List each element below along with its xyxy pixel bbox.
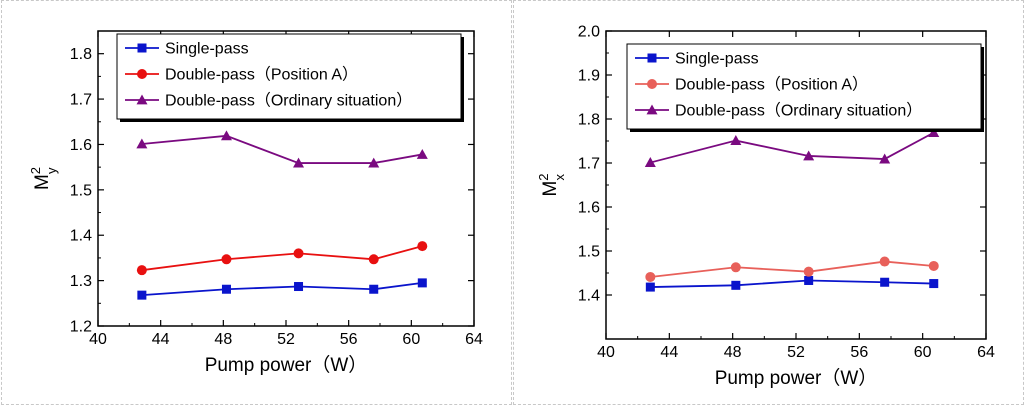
chart-m2x: 40 44 48 52 56 60 64 1.4 1.5 1.6 1.7 1.8 1.9 2.0 Pump … [536, 24, 995, 390]
chart2-x-tick-label: 48 [724, 344, 742, 361]
chart1-point-double-pass-ordinary-situation [416, 148, 428, 159]
chart2-line-single-pass [650, 279, 934, 288]
chart2-point-single-pass [804, 275, 814, 285]
chart2-point-single-pass [880, 277, 890, 287]
chart2-line-double-pass-position-a [650, 260, 934, 278]
chart1-x-axis-title: Pump power（W） [205, 354, 368, 376]
chart2-legend-marker-single-pass [647, 53, 657, 63]
chart1-y-tick-label: 1.3 [70, 273, 92, 290]
chart1-point-double-pass-position-a [221, 254, 232, 265]
chart1-line-double-pass-ordinary-situation [141, 134, 423, 164]
chart1-x-tick-label: 56 [340, 331, 358, 348]
chart2-point-single-pass [929, 279, 939, 289]
chart1-point-single-pass [369, 284, 379, 294]
chart1-line-single-pass [141, 281, 423, 297]
chart2-point-double-pass-position-a [645, 271, 656, 282]
chart2-point-single-pass [731, 280, 741, 290]
chart1-y-tick-label: 1.2 [70, 319, 92, 336]
chart1-point-double-pass-position-a [136, 265, 147, 276]
chart2-legend: Single-pass Double-pass（Position A） Double… [626, 43, 984, 132]
chart2-point-double-pass-ordinary-situation [879, 153, 891, 164]
chart2-series-double-pass-position-a [645, 256, 939, 282]
chart2-legend-label-double-pass-ordinary-situation: Double-pass（Ordinary situation） [675, 102, 922, 120]
chart2-legend-box [626, 43, 982, 130]
chart2-point-double-pass-position-a [928, 260, 939, 271]
chart1-point-single-pass [221, 284, 231, 294]
chart1-series-single-pass [137, 278, 427, 300]
chart1-point-double-pass-ordinary-situation [136, 138, 148, 149]
chart2-point-double-pass-position-a [803, 266, 814, 277]
chart2-point-double-pass-ordinary-situation [803, 150, 815, 161]
chart1-legend-label-double-pass-ordinary-situation: Double-pass（Ordinary situation） [165, 92, 412, 110]
chart1-point-single-pass [294, 282, 304, 292]
chart-m2y: 40 44 48 52 56 60 64 1.2 1.3 1.4 1.5 1.6 1.7 1.8 Pump … [28, 30, 483, 376]
chart2-point-double-pass-position-a [730, 262, 741, 273]
chart2-y-tick-label: 1.9 [578, 68, 600, 85]
chart1-point-double-pass-ordinary-situation [293, 157, 305, 168]
chart1-legend-marker-double-pass-position-a [137, 69, 147, 79]
chart1-x-tick-label: 44 [152, 331, 170, 348]
chart1-point-double-pass-position-a [293, 248, 304, 259]
chart2-series-double-pass-ordinary-situation [644, 127, 940, 167]
chart1-legend-label-double-pass-position-a: Double-pass（Position A） [165, 66, 358, 84]
chart2-legend-marker-double-pass-ordinary-situation [646, 104, 658, 115]
chart1-point-double-pass-ordinary-situation [368, 157, 380, 168]
chart1-point-double-pass-position-a [368, 254, 379, 265]
chart2-point-double-pass-ordinary-situation [928, 127, 940, 138]
right-chart-panel: 40 44 48 52 56 60 64 1.4 1.5 1.6 1.7 1.8 1.9 2.0 Pump … [513, 0, 1024, 405]
chart1-x-tick-label: 52 [277, 331, 295, 348]
chart1-x-tick-label: 40 [89, 331, 107, 348]
chart1-x-tick-label: 60 [402, 331, 420, 348]
chart1-legend-marker-single-pass [137, 43, 147, 53]
chart2-series-single-pass [645, 275, 939, 292]
chart1-point-single-pass [137, 290, 147, 300]
chart2-y-tick-label: 1.8 [578, 112, 600, 129]
chart1-point-double-pass-ordinary-situation [220, 130, 232, 141]
chart2-legend-marker-double-pass-position-a [647, 79, 657, 89]
chart1-x-tick-label: 64 [465, 331, 483, 348]
chart2-legend-label-single-pass: Single-pass [675, 51, 759, 68]
chart1-y-tick-label: 1.7 [70, 92, 92, 109]
chart2-y-tick-label: 1.6 [578, 200, 600, 217]
chart1-legend-label-single-pass: Single-pass [165, 41, 249, 58]
left-chart-panel: 40 44 48 52 56 60 64 1.2 1.3 1.4 1.5 1.6 1.7 1.8 Pump … [1, 0, 512, 405]
chart1-point-double-pass-position-a [417, 241, 428, 252]
chart2-x-tick-label: 44 [660, 344, 678, 361]
chart1-y-tick-label: 1.6 [70, 137, 92, 154]
chart2-point-double-pass-ordinary-situation [730, 135, 742, 145]
chart1-x-tick-label: 48 [214, 331, 232, 348]
chart2-x-tick-label: 60 [914, 344, 932, 361]
chart2-x-tick-label: 52 [787, 344, 805, 361]
chart2-point-double-pass-ordinary-situation [644, 157, 656, 167]
chart2-x-axis-title: Pump power（W） [715, 367, 878, 389]
chart2-line-double-pass-ordinary-situation [650, 131, 935, 164]
chart2-y-tick-label: 1.7 [578, 156, 600, 173]
chart1-legend-marker-double-pass-ordinary-situation [136, 94, 148, 105]
chart2-point-single-pass [645, 282, 655, 292]
chart1-point-single-pass [417, 278, 427, 288]
chart2-x-tick-label: 64 [977, 344, 995, 361]
chart2-y-tick-label: 1.5 [578, 244, 600, 261]
chart2-point-double-pass-position-a [879, 256, 890, 267]
chart2-x-tick-label: 56 [850, 344, 868, 361]
chart1-y-axis-title: M2y [28, 167, 59, 190]
chart2-y-axis-title: M2x [536, 173, 567, 196]
chart2-legend-label-double-pass-position-a: Double-pass（Position A） [675, 76, 868, 94]
chart1-y-tick-label: 1.8 [70, 46, 92, 63]
chart1-y-tick-label: 1.4 [70, 228, 92, 245]
chart1-legend: Single-pass Double-pass（Position A） Double… [116, 33, 464, 122]
chart2-y-tick-label: 2.0 [578, 24, 600, 41]
chart1-series-double-pass-ordinary-situation [136, 130, 428, 168]
chart1-legend-box [116, 33, 462, 120]
chart2-x-tick-label: 40 [597, 344, 615, 361]
chart1-series-double-pass-position-a [136, 241, 428, 276]
chart1-y-tick-label: 1.5 [70, 182, 92, 199]
chart1-line-double-pass-position-a [141, 245, 423, 272]
chart2-y-tick-label: 1.4 [578, 288, 600, 305]
